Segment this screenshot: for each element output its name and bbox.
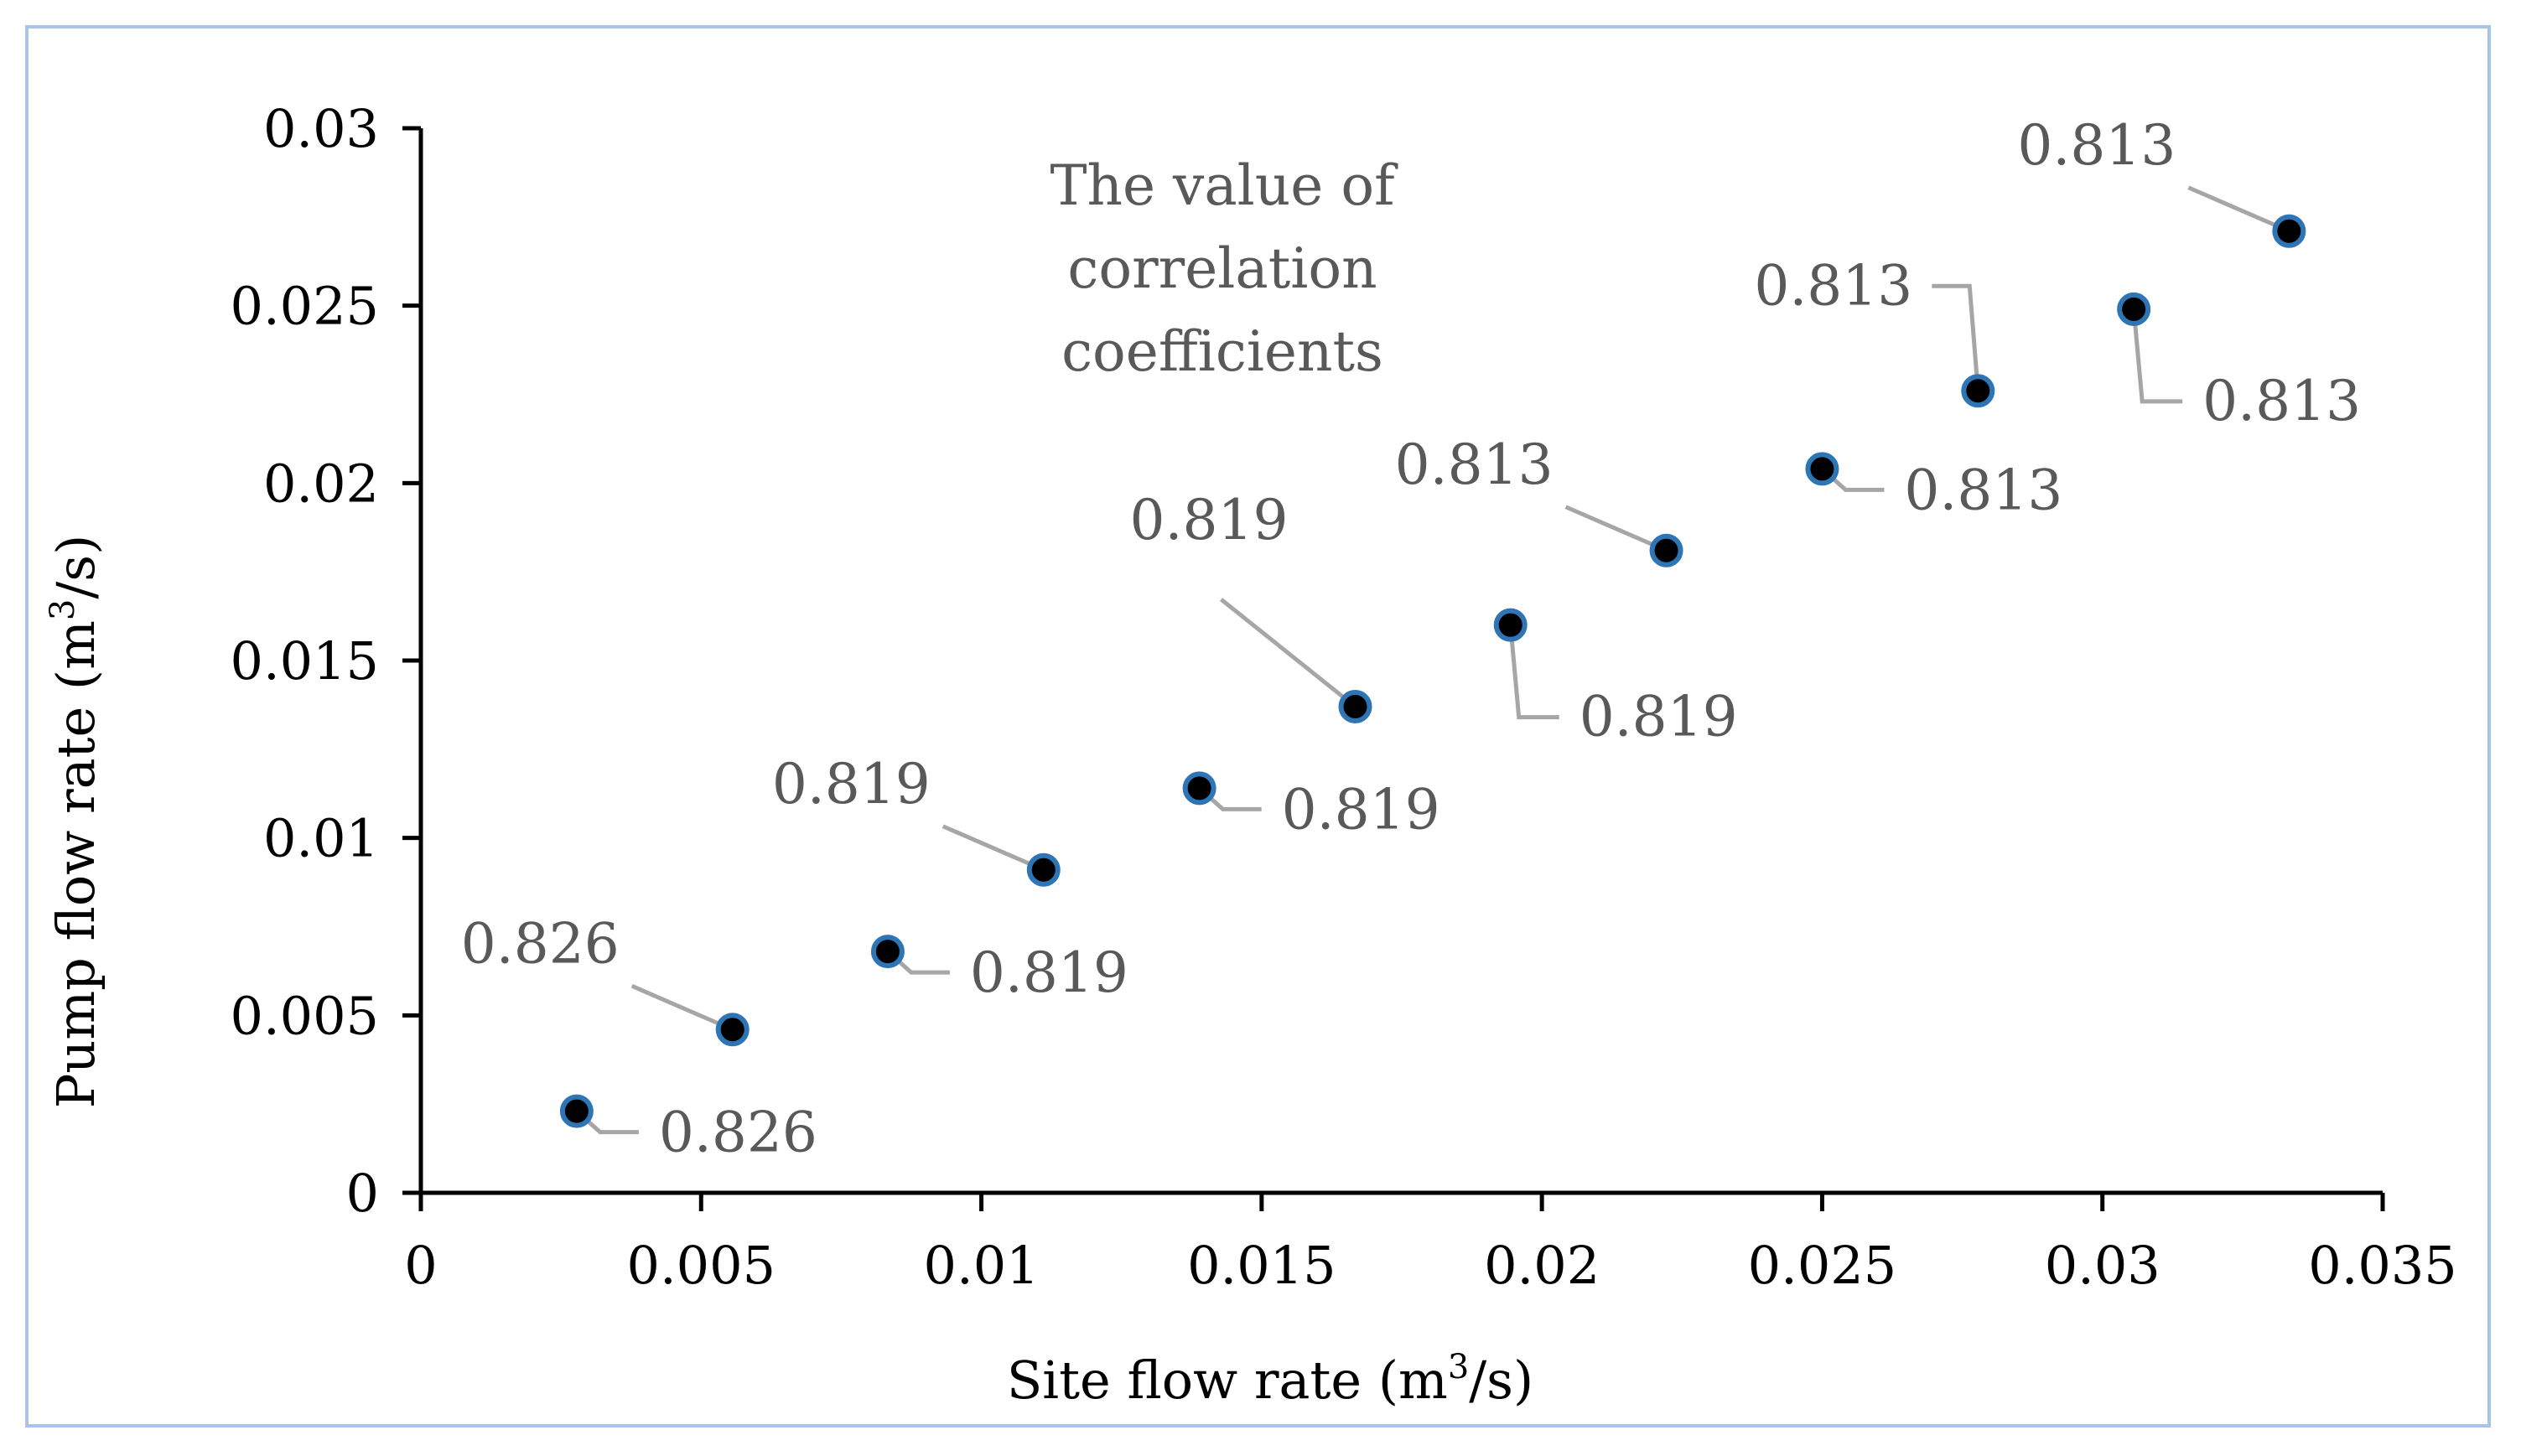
data-point	[1182, 771, 1216, 806]
correlation-note: The value of correlation coefficients	[1050, 153, 1398, 384]
data-label: 0.813	[1754, 253, 1912, 318]
data-point	[870, 935, 905, 969]
leader-line	[1508, 624, 1559, 720]
axes: 0 0.005 0.01 0.015 0.02 0.025 0.03 0.035 0 0.005 0…	[231, 98, 2457, 1296]
y-tick-label: 0.015	[231, 630, 380, 692]
x-tick-label: 0.005	[627, 1235, 776, 1296]
y-tick-label: 0	[346, 1163, 379, 1224]
x-tick-label: 0.02	[1484, 1235, 1600, 1296]
data-point	[1338, 690, 1372, 724]
data-point	[1649, 533, 1683, 567]
data-label: 0.826	[461, 911, 620, 976]
x-tick-label: 0.015	[1187, 1235, 1336, 1296]
data-label: 0.813	[2017, 113, 2176, 178]
leader-line	[2131, 308, 2183, 404]
data-point	[1961, 374, 1995, 408]
data-label: 0.819	[1580, 685, 1738, 749]
data-label: 0.819	[1282, 777, 1440, 842]
data-point	[715, 1013, 750, 1047]
data-label: 0.819	[1130, 488, 1289, 552]
x-axis-title: Site flow rate (m3/s)	[1007, 1348, 1533, 1411]
leader-line	[1564, 505, 1668, 553]
data-point	[2272, 214, 2306, 248]
x-tick-label: 0.03	[2045, 1235, 2160, 1296]
x-tick-label: 0.035	[2308, 1235, 2457, 1296]
data-point	[1493, 608, 1528, 642]
data-label: 0.819	[772, 752, 931, 816]
note-line-1: The value of	[1050, 153, 1398, 218]
note-line-3: coefficients	[1061, 319, 1383, 384]
data-label: 0.813	[1395, 433, 1554, 497]
note-line-2: correlation	[1067, 236, 1377, 301]
y-tick-label: 0.005	[231, 985, 380, 1046]
leader-line	[630, 983, 734, 1032]
data-points	[559, 214, 2306, 1128]
data-point	[1805, 452, 1839, 486]
y-tick-label: 0.02	[263, 453, 379, 514]
data-point	[1026, 852, 1061, 887]
x-tick-label: 0	[404, 1235, 437, 1296]
x-tick-label: 0.025	[1748, 1235, 1897, 1296]
data-label: 0.813	[2202, 369, 2361, 433]
data-label: 0.826	[659, 1101, 817, 1165]
y-tick-label: 0.025	[231, 276, 380, 337]
y-axis-title: Pump flow rate (m3/s)	[44, 535, 106, 1109]
x-tick-label: 0.01	[924, 1235, 1040, 1296]
data-labels: 0.826 0.826 0.819 0.819 0.819 0.819 0.819 0.813…	[461, 113, 2361, 1165]
leader-line	[1932, 283, 1980, 391]
y-tick-label: 0.01	[263, 808, 379, 869]
leader-lines	[575, 185, 2290, 1135]
data-point	[559, 1094, 594, 1128]
leader-line	[941, 824, 1045, 873]
data-point	[2117, 292, 2151, 326]
leader-line	[2187, 185, 2290, 234]
leader-line	[1219, 598, 1357, 708]
y-tick-label: 0.03	[263, 98, 379, 159]
data-label: 0.819	[970, 940, 1128, 1005]
data-label: 0.813	[1904, 458, 2062, 522]
